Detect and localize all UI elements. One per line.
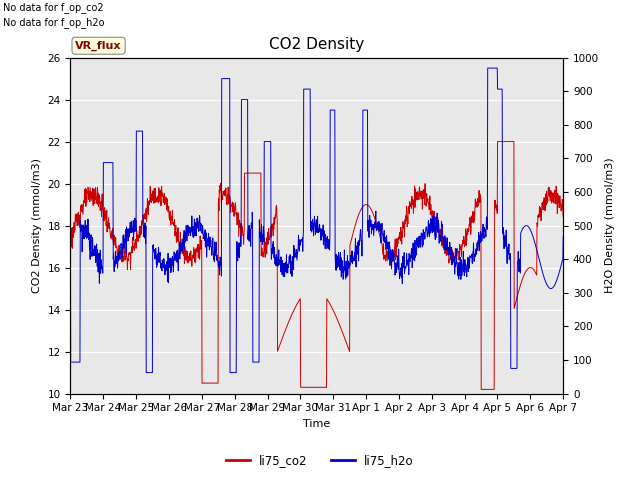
Y-axis label: CO2 Density (mmol/m3): CO2 Density (mmol/m3) xyxy=(32,158,42,293)
X-axis label: Time: Time xyxy=(303,419,330,429)
Title: CO2 Density: CO2 Density xyxy=(269,37,364,52)
Text: VR_flux: VR_flux xyxy=(76,41,122,51)
Legend: li75_co2, li75_h2o: li75_co2, li75_h2o xyxy=(221,449,419,472)
Text: No data for f_op_h2o: No data for f_op_h2o xyxy=(3,17,105,28)
Text: No data for f_op_co2: No data for f_op_co2 xyxy=(3,2,104,13)
Y-axis label: H2O Density (mmol/m3): H2O Density (mmol/m3) xyxy=(605,158,614,293)
